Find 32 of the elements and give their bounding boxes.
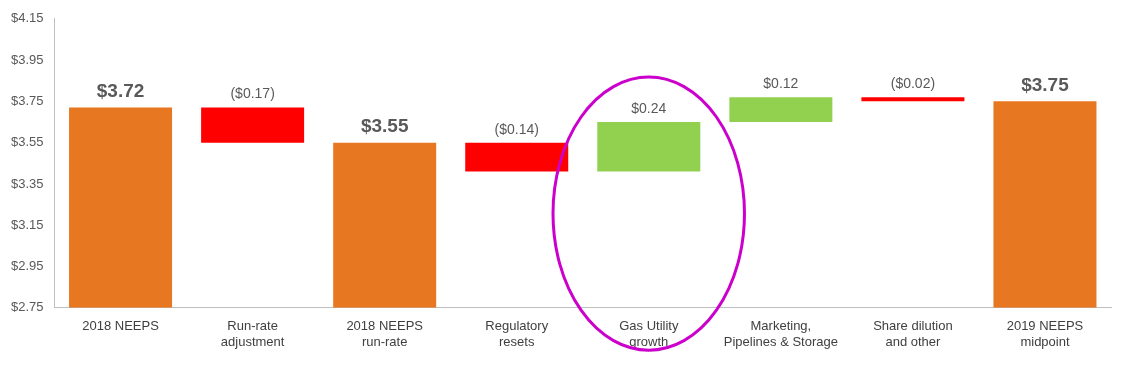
data-label: $0.12 [763, 75, 799, 92]
x-tick-label: Share dilution and other [873, 318, 953, 349]
bar [993, 101, 1097, 308]
bar [333, 142, 437, 308]
data-label: $3.72 [96, 80, 145, 102]
data-label: $3.55 [360, 115, 409, 137]
y-tick-label: $2.75 [10, 299, 44, 315]
x-tick-label: 2018 NEEPS run-rate [346, 318, 424, 349]
bar [597, 122, 701, 172]
x-tick-label: Regulatory resets [485, 318, 549, 349]
y-tick-label: $3.15 [10, 216, 44, 232]
bar [201, 107, 305, 143]
y-tick-label: $3.75 [10, 92, 44, 108]
y-tick-label: $3.35 [10, 175, 44, 191]
x-tick-label: Marketing, Pipelines & Storage [723, 318, 838, 349]
data-label: ($0.14) [494, 120, 539, 137]
y-tick-label: $3.95 [10, 51, 44, 67]
x-tick-label: 2019 NEEPS midpoint [1006, 318, 1084, 349]
x-tick-label: Gas Utility growth [619, 318, 679, 349]
bar [861, 97, 965, 102]
y-tick-label: $3.55 [10, 134, 44, 150]
bar [465, 142, 569, 172]
data-label: $3.75 [1021, 74, 1070, 96]
y-tick-label: $4.15 [10, 10, 44, 26]
x-tick-label: Run-rate adjustment [220, 318, 285, 349]
bar [69, 107, 173, 308]
x-tick-label: 2018 NEEPS [82, 318, 160, 334]
bar [729, 97, 833, 123]
data-label: ($0.17) [230, 85, 275, 102]
y-tick-label: $2.95 [10, 258, 44, 274]
data-label: $0.24 [631, 99, 667, 116]
data-label: ($0.02) [890, 75, 936, 92]
